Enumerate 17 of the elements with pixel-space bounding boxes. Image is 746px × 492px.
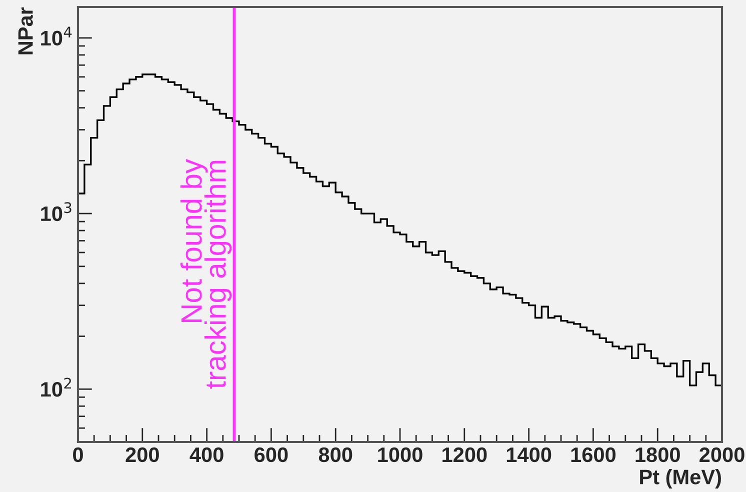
x-tick-label: 0 <box>73 447 83 462</box>
y-tick-label: 10$^{2}$ <box>41 378 71 397</box>
x-tick-label: 1600 <box>571 447 616 462</box>
x-tick-label: 1800 <box>636 447 680 462</box>
x-tick-label: 2000 <box>700 447 744 462</box>
x-tick-label: 1400 <box>506 447 552 462</box>
x-axis-title: Pt (MeV) <box>640 469 721 488</box>
y-axis-title: NPar <box>18 7 33 54</box>
x-tick-label: 400 <box>190 447 224 462</box>
x-tick-label: 200 <box>126 447 159 462</box>
x-tick-label: 1200 <box>442 447 487 462</box>
x-tick-label: 600 <box>254 447 288 462</box>
y-tick-label: 10$^{4}$ <box>41 26 72 46</box>
ref-line-label: Not found by tracking algorithm <box>180 159 232 389</box>
x-tick-label: 1000 <box>378 447 422 462</box>
x-tick-label: 800 <box>318 447 352 462</box>
y-tick-label: 10$^{3}$ <box>41 202 72 222</box>
